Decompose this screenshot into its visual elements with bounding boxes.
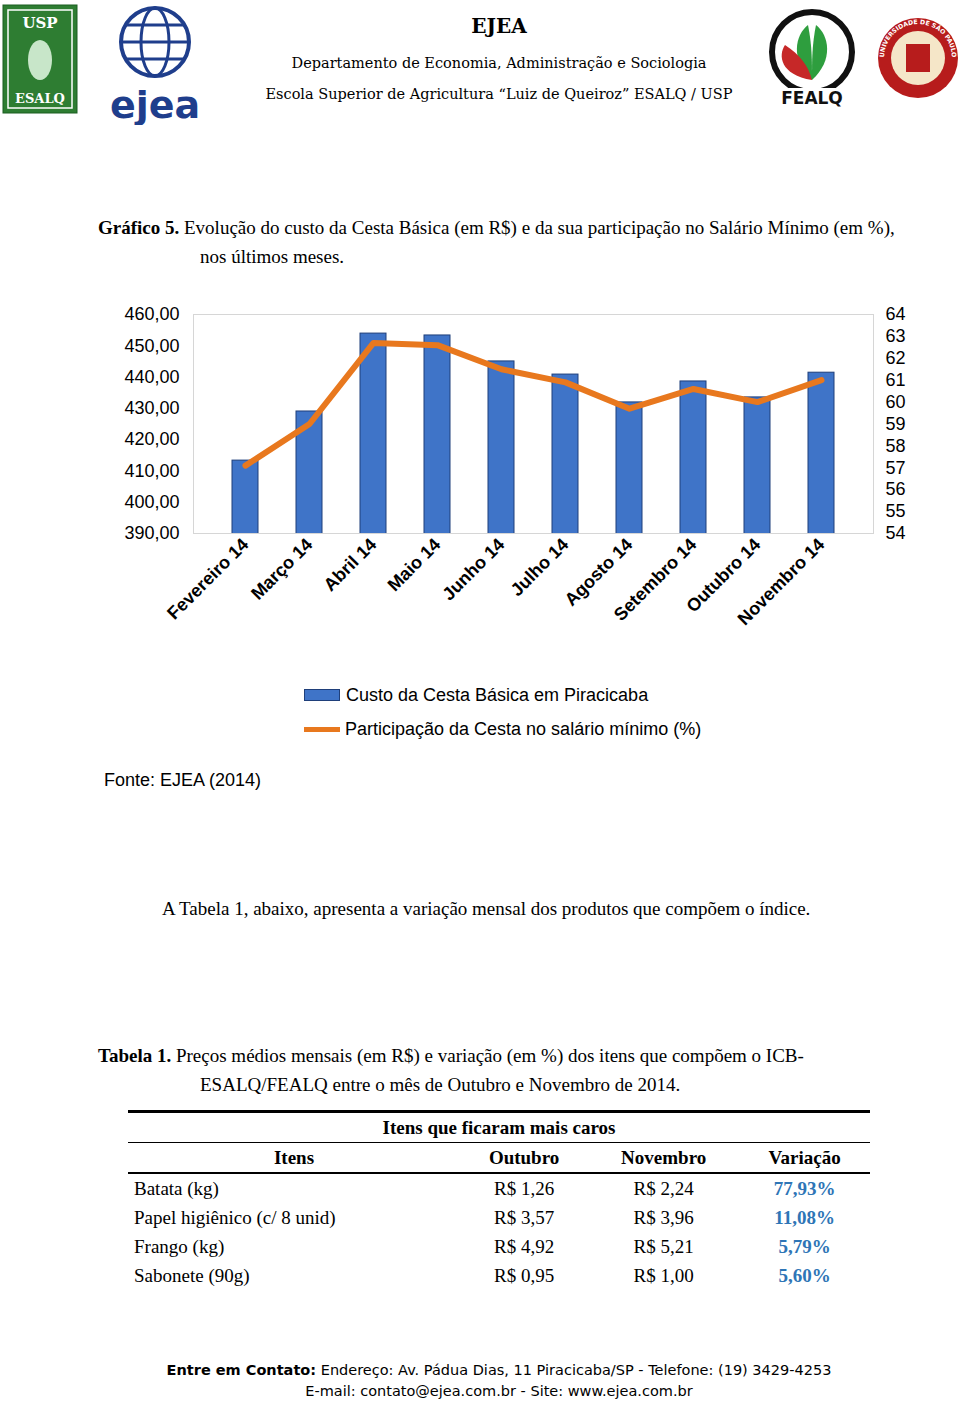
- html-text:Fonte: EJEA (2014): Fonte: EJEA (2014): [104, 770, 262, 790]
- html-text:Custo da Cesta Básica em Pirac: Custo da Cesta Básica em Piracicaba: [346, 685, 649, 705]
- html-text:Papel higiênico (c/ 8 unid): Papel higiênico (c/ 8 unid): [134, 1206, 336, 1228]
- html-text:Itens: Itens: [274, 1146, 315, 1168]
- svg-text:Maio 14: Maio 14: [384, 534, 445, 595]
- svg-text:Fevereiro 14: Fevereiro 14: [163, 534, 252, 623]
- svg-text:Setembro 14: Setembro 14: [610, 534, 701, 625]
- svg-text:430,00: 430,00: [124, 398, 179, 418]
- html-text:R$ 2,24: R$ 2,24: [633, 1177, 694, 1199]
- svg-text:Novembro 14: Novembro 14: [734, 534, 829, 629]
- svg-text:61: 61: [886, 370, 906, 390]
- html-text:77,93%: 77,93%: [773, 1177, 836, 1199]
- html-text:A Tabela 1, abaixo, apresenta: A Tabela 1, abaixo, apresenta a variação…: [162, 898, 811, 919]
- svg-text:440,00: 440,00: [124, 367, 179, 387]
- svg-text:390,00: 390,00: [124, 523, 179, 543]
- html-text:5,60%: 5,60%: [778, 1264, 831, 1286]
- svg-text:400,00: 400,00: [124, 492, 179, 512]
- html-text:Entre em Contato: Endereço: Av: Entre em Contato: Endereço: Av. Pádua Di…: [166, 1362, 832, 1378]
- svg-text:Agosto 14: Agosto 14: [560, 534, 637, 610]
- svg-text:450,00: 450,00: [124, 336, 179, 356]
- html-text:Sabonete (90g): Sabonete (90g): [134, 1264, 250, 1286]
- html-text:Variação: Variação: [768, 1146, 841, 1168]
- html-text:R$ 1,26: R$ 1,26: [494, 1177, 555, 1199]
- svg-text:Março 14: Março 14: [247, 534, 316, 603]
- svg-text:55: 55: [886, 501, 906, 521]
- svg-text:USP: USP: [22, 14, 57, 32]
- svg-text:410,00: 410,00: [124, 461, 179, 481]
- svg-text:60: 60: [886, 392, 906, 412]
- html-text:Participação da Cesta no salár: Participação da Cesta no salário mínimo …: [345, 719, 702, 739]
- svg-text:FEALQ: FEALQ: [781, 88, 843, 108]
- svg-text:ESALQ: ESALQ: [15, 91, 65, 106]
- svg-text:63: 63: [886, 326, 906, 346]
- html-text:R$ 5,21: R$ 5,21: [633, 1235, 694, 1257]
- svg-text:460,00: 460,00: [124, 304, 179, 324]
- html-text:Itens que ficaram mais caros: Itens que ficaram mais caros: [382, 1116, 616, 1138]
- svg-text:UNIVERSIDADE DE SÃO PAULO: UNIVERSIDADE DE SÃO PAULO: [878, 18, 958, 58]
- html-text:Outubro: Outubro: [488, 1146, 560, 1168]
- html-text:Gráfico 5. Evolução do custo d: Gráfico 5. Evolução do custo da Cesta Bá…: [98, 217, 895, 267]
- html-text:5,79%: 5,79%: [778, 1235, 831, 1257]
- html-text:Escola Superior de Agricultura: Escola Superior de Agricultura “Luiz de …: [265, 86, 733, 102]
- svg-text:Outubro 14: Outubro 14: [682, 534, 765, 617]
- svg-text:58: 58: [886, 436, 906, 456]
- html-text:11,08%: 11,08%: [774, 1206, 835, 1228]
- html-text:Departamento de Economia, Admi: Departamento de Economia, Administração …: [291, 55, 707, 71]
- svg-text:Julho 14: Julho 14: [507, 534, 573, 600]
- svg-text:54: 54: [886, 523, 906, 543]
- html-text:Frango (kg): Frango (kg): [134, 1235, 225, 1257]
- html-text:Tabela 1. Preços médios mensai: Tabela 1. Preços médios mensais (em R$) …: [98, 1045, 804, 1095]
- svg-text:57: 57: [886, 458, 906, 478]
- svg-text:Abril 14: Abril 14: [320, 534, 381, 595]
- html-text:E-mail: contato@ejea.com.br -: E-mail: contato@ejea.com.br - Site: www.…: [305, 1383, 693, 1399]
- html-text:Batata (kg): Batata (kg): [134, 1177, 219, 1199]
- html-text:R$ 4,92: R$ 4,92: [494, 1235, 555, 1257]
- svg-text:ejea: ejea: [110, 83, 200, 125]
- svg-text:62: 62: [886, 348, 906, 368]
- svg-text:59: 59: [886, 414, 906, 434]
- html-text:R$ 0,95: R$ 0,95: [494, 1264, 555, 1286]
- html-text:R$ 3,57: R$ 3,57: [494, 1206, 555, 1228]
- svg-text:56: 56: [886, 479, 906, 499]
- html-text:R$ 1,00: R$ 1,00: [633, 1264, 694, 1286]
- svg-text:420,00: 420,00: [124, 429, 179, 449]
- html-text:EJEA: EJEA: [471, 14, 527, 38]
- html-text:Novembro: Novembro: [621, 1146, 707, 1168]
- svg-text:Junho 14: Junho 14: [438, 534, 508, 604]
- svg-text:64: 64: [886, 304, 906, 324]
- html-text:R$ 3,96: R$ 3,96: [633, 1206, 694, 1228]
